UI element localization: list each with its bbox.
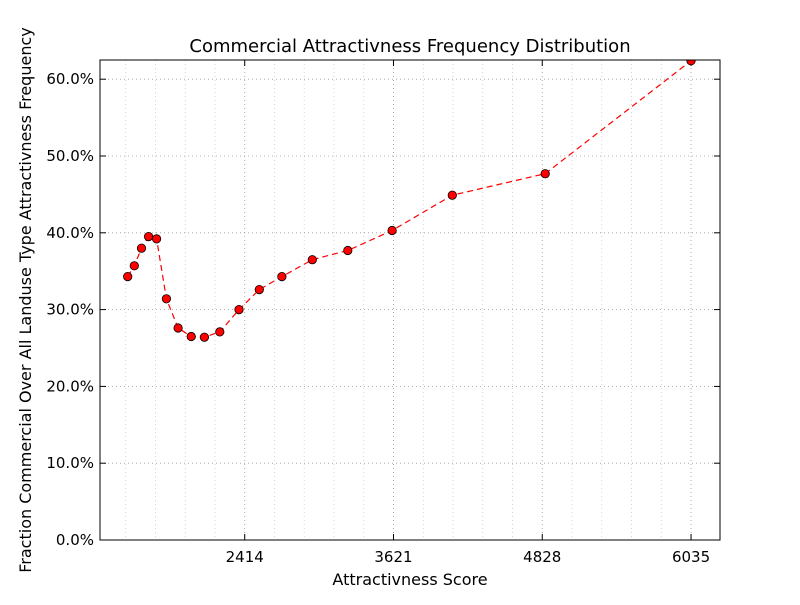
y-tick-label: 60.0%	[46, 70, 94, 88]
y-tick-label: 50.0%	[46, 147, 94, 165]
data-point	[144, 232, 154, 242]
y-tick-label: 10.0%	[46, 454, 94, 472]
data-point	[307, 255, 317, 265]
data-point	[254, 284, 264, 295]
x-axis-label: Attractivness Score	[332, 570, 487, 589]
data-point	[152, 234, 162, 244]
data-point	[686, 60, 696, 66]
chart-title: Commercial Attractivness Frequency Distr…	[189, 36, 630, 57]
data-point	[123, 271, 133, 282]
data-point	[199, 332, 209, 342]
y-tick-label: 0.0%	[56, 531, 94, 549]
x-tick-label: 6035	[672, 548, 710, 566]
data-point	[234, 304, 244, 315]
y-axis-label: Fraction Commercial Over All Landuse Typ…	[16, 27, 35, 572]
x-tick-label: 3621	[374, 548, 412, 566]
data-point	[540, 169, 550, 179]
x-tick-label: 4828	[523, 548, 561, 566]
data-point	[129, 261, 139, 271]
data-point	[447, 190, 457, 200]
y-tick-label: 30.0%	[46, 301, 94, 319]
x-tick-label: 2414	[226, 548, 264, 566]
data-point	[173, 323, 183, 333]
data-point	[161, 294, 171, 304]
data-point	[215, 327, 225, 337]
data-point	[387, 225, 397, 236]
ticks-layer: 2414 3621 4828 6035 0.0% 10.0% 20.0% 30.0% 40.0%…	[46, 60, 720, 566]
y-tick-label: 40.0%	[46, 224, 94, 242]
data-point	[343, 245, 353, 256]
data-point	[277, 271, 287, 282]
series-layer	[123, 60, 696, 342]
data-point	[186, 331, 196, 342]
y-tick-label: 20.0%	[46, 377, 94, 395]
data-point	[136, 243, 147, 253]
plot-area-frame	[99, 59, 721, 541]
